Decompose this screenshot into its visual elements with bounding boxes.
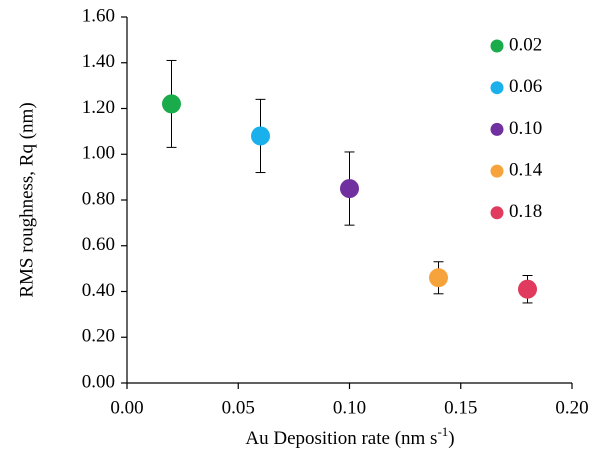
legend-marker [490,164,504,178]
legend-marker [490,39,504,53]
point [251,126,270,146]
point [162,94,181,114]
x-tick-label: 0.05 [222,397,255,418]
y-tick-label: 0.20 [82,326,115,347]
point [518,279,537,299]
x-tick-label: 0.15 [444,397,477,418]
legend-label: 0.14 [509,159,543,180]
y-tick-label: 0.00 [82,371,115,392]
point [429,268,448,288]
y-tick-label: 1.40 [82,51,115,72]
x-tick-label: 0.20 [555,397,588,418]
y-tick-label: 1.60 [82,5,115,26]
y-axis-label: RMS roughness, Rq (nm) [16,102,37,297]
legend-label: 0.10 [509,118,542,139]
x-axis-label-text: Au Deposition rate (nm s [245,428,437,449]
x-axis-label-sup: -1 [437,424,448,439]
x-axis-label-tail: ) [448,428,454,449]
y-tick-label: 1.20 [82,97,115,118]
y-tick-label: 0.40 [82,280,115,301]
legend-marker [490,206,504,220]
legend-label: 0.18 [509,201,542,222]
x-axis-label: Au Deposition rate (nm s-1) [245,424,454,449]
legend-marker [490,122,504,136]
y-tick-label: 0.60 [82,234,115,255]
legend-label: 0.02 [509,34,542,55]
y-tick-label: 1.00 [82,143,115,164]
point [340,179,359,199]
x-tick-label: 0.10 [333,397,366,418]
legend-label: 0.06 [509,76,542,97]
x-tick-label: 0.00 [110,397,143,418]
legend-marker [490,81,504,95]
y-tick-label: 0.80 [82,188,115,209]
